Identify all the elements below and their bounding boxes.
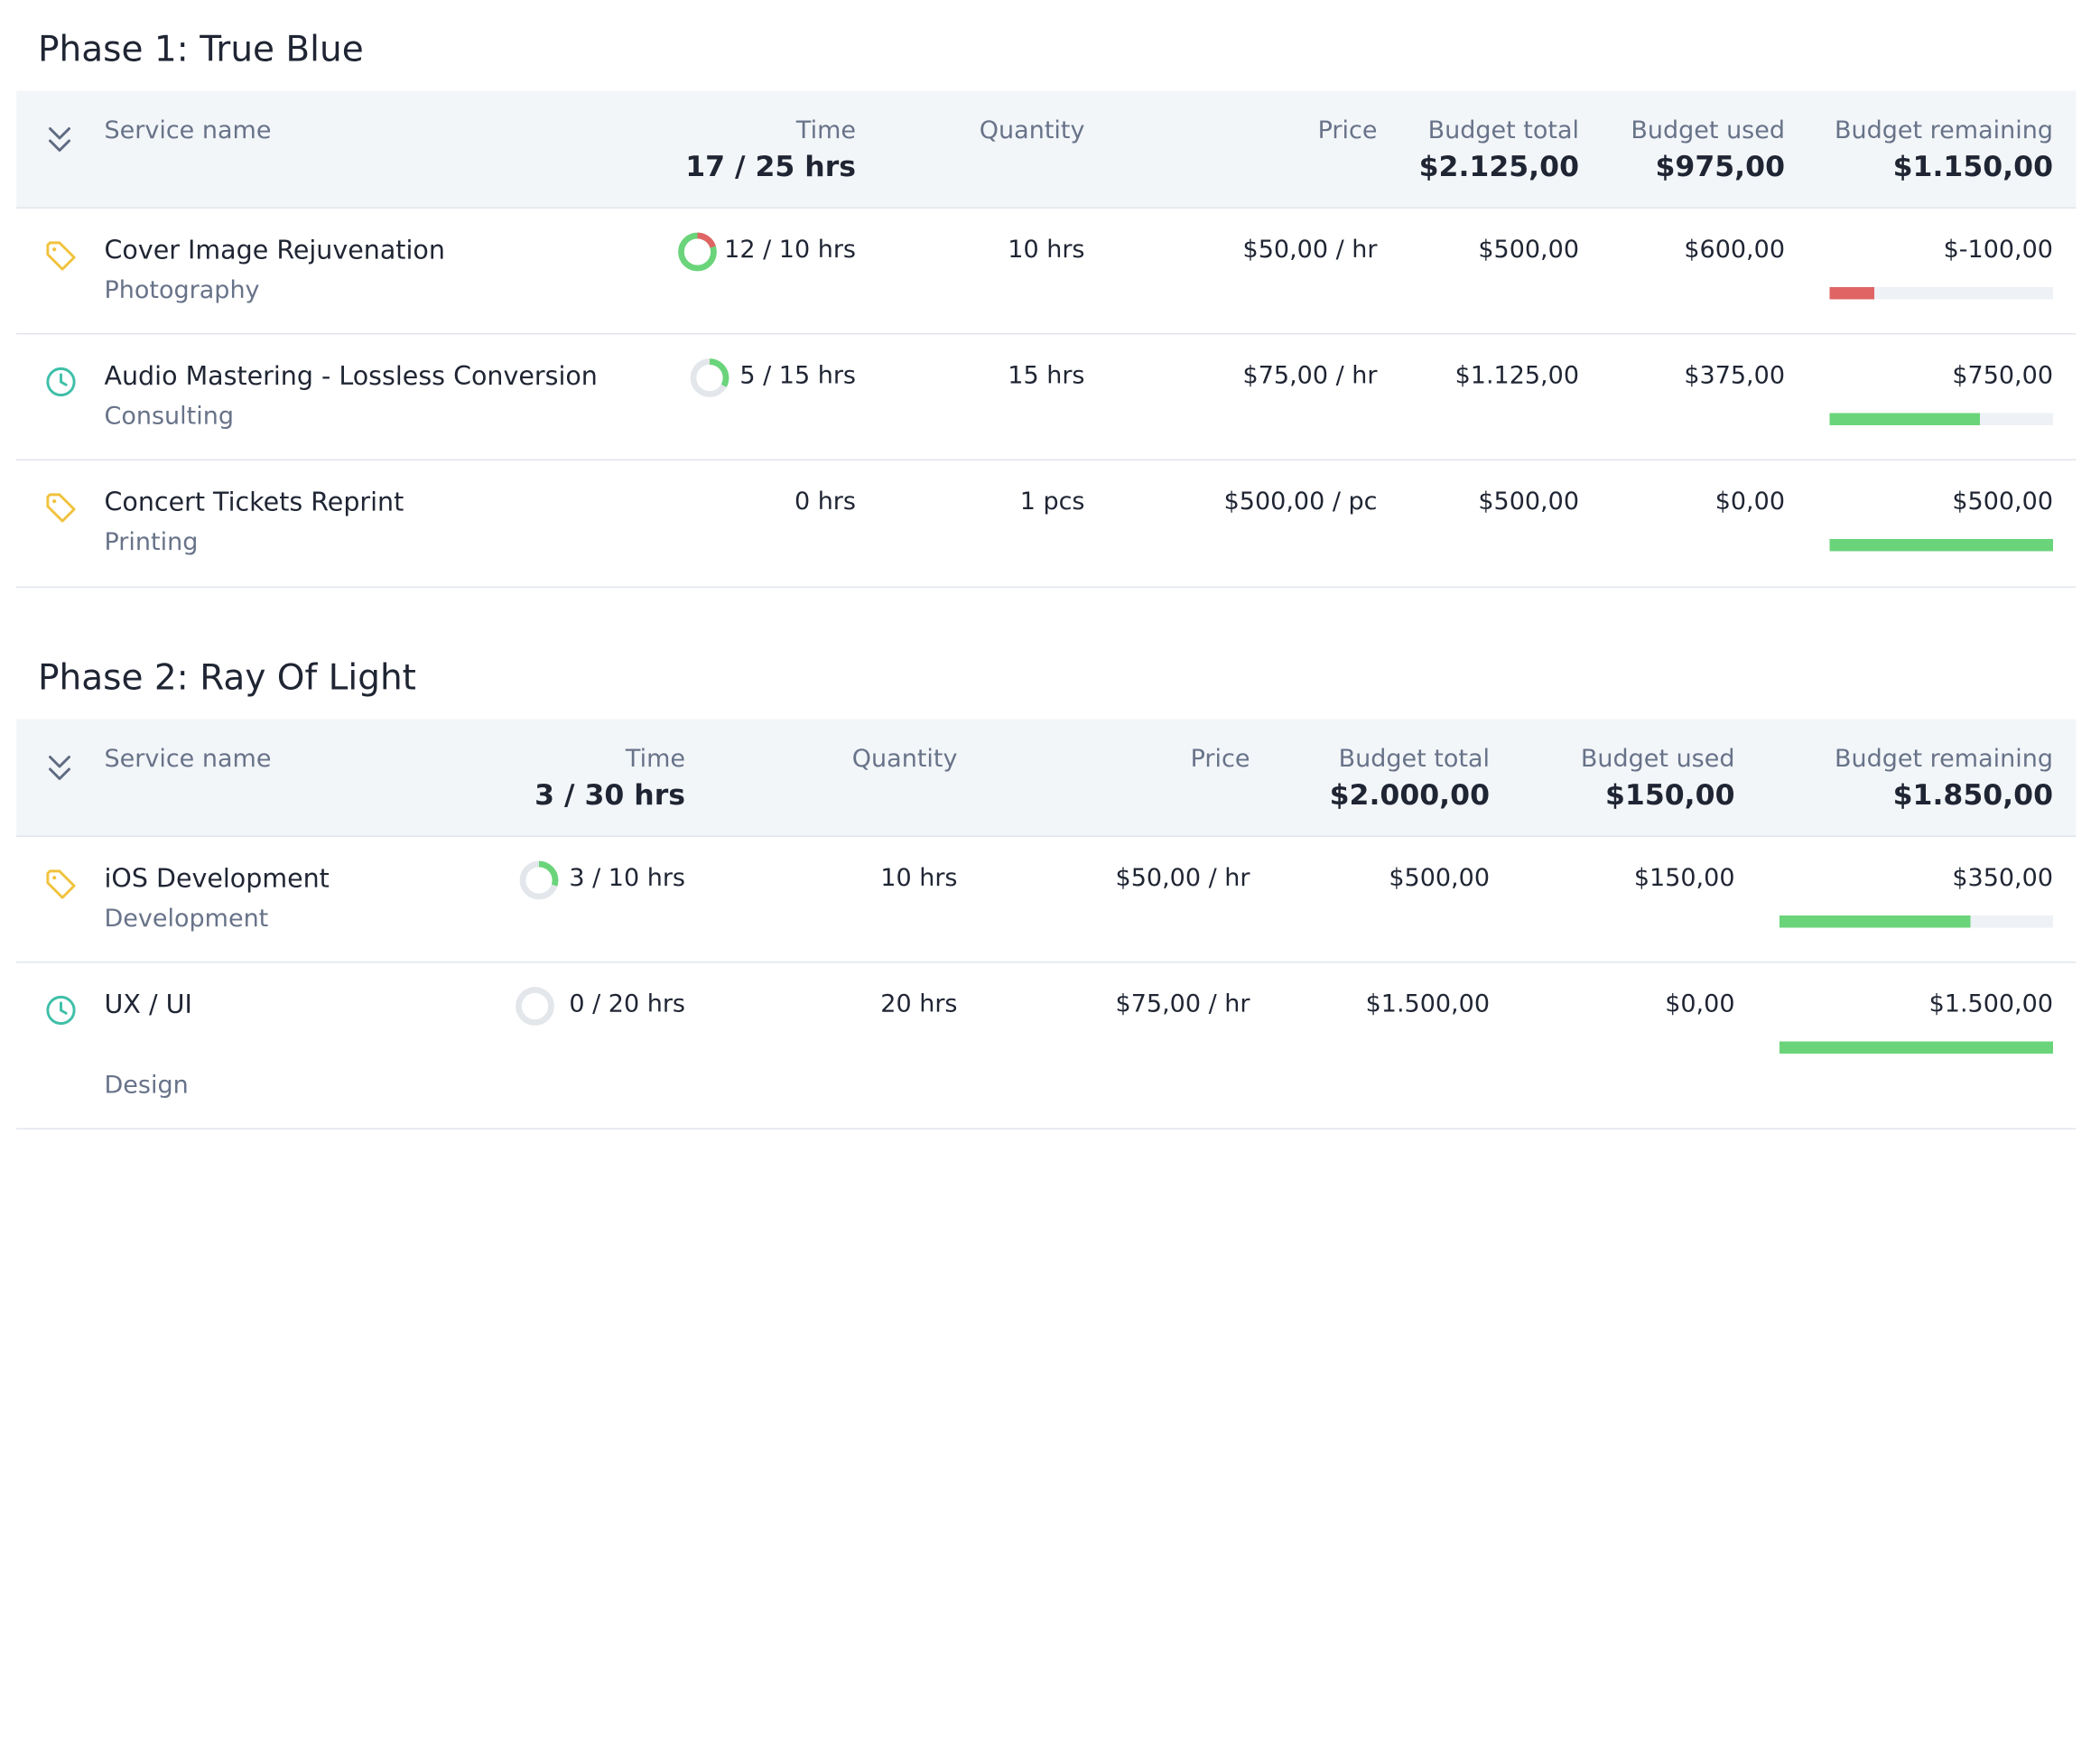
table-row[interactable]: Concert Tickets Reprint Printing 0 hrs 1… (16, 460, 2077, 588)
time-value: 5 / 15 hrs (739, 361, 856, 391)
service-category: Consulting (104, 402, 235, 432)
budget-remaining-value: $1.500,00 (1928, 990, 2053, 1019)
time-value: 3 / 10 hrs (569, 864, 685, 893)
budget-remaining-bar-fill (1829, 413, 1980, 425)
time-value: 0 hrs (794, 488, 856, 516)
budget-total-value: $1.125,00 (1454, 361, 1579, 391)
budget-total-sum: $2.000,00 (1329, 778, 1490, 812)
quantity-value: 15 hrs (1008, 361, 1085, 391)
price-value: $50,00 / hr (1242, 236, 1378, 265)
price-value: $75,00 / hr (1115, 990, 1250, 1019)
budget-used-sum: $150,00 (1605, 778, 1735, 812)
service-category: Development (104, 905, 269, 934)
budget-remaining-bar-fill (1779, 915, 1972, 928)
budget-total-value: $500,00 (1389, 864, 1490, 893)
budget-total-header[interactable]: Budget total (1338, 745, 1490, 774)
time-progress-ring (519, 860, 559, 900)
time-total: 3 / 30 hrs (534, 778, 685, 812)
tag-icon (46, 241, 76, 271)
budget-used-header[interactable]: Budget used (1631, 116, 1785, 145)
quantity-value: 10 hrs (880, 864, 958, 893)
tag-icon (46, 493, 76, 523)
service-name[interactable]: UX / UI (104, 990, 192, 1020)
service-category: Photography (104, 276, 260, 305)
budget-total-value: $500,00 (1478, 236, 1579, 265)
budget-used-value: $0,00 (1714, 488, 1785, 516)
price-value: $50,00 / hr (1115, 864, 1250, 893)
phase-title: Phase 2: Ray Of Light (38, 658, 416, 699)
phase-title: Phase 1: True Blue (38, 30, 364, 70)
budget-remaining-header[interactable]: Budget remaining (1834, 116, 2053, 145)
tag-icon (46, 869, 76, 899)
quantity-value: 10 hrs (1008, 236, 1085, 265)
service-category: Printing (104, 528, 199, 557)
budget-remaining-value: $-100,00 (1943, 236, 2053, 265)
ring-progress-arc (519, 860, 559, 900)
quantity-header[interactable]: Quantity (979, 116, 1085, 145)
budget-remaining-bar-fill (1829, 539, 2053, 552)
budget-remaining-value: $750,00 (1952, 361, 2053, 391)
budget-remaining-bar (1829, 539, 2053, 552)
budget-remaining-value: $350,00 (1952, 864, 2053, 893)
budget-used-value: $0,00 (1665, 990, 1735, 1019)
budget-remaining-bar (1829, 287, 2053, 300)
quantity-header[interactable]: Quantity (851, 745, 958, 774)
budget-used-value: $150,00 (1633, 864, 1735, 893)
budget-remaining-bar (1779, 915, 2053, 928)
budget-total-value: $500,00 (1478, 488, 1579, 516)
table-row[interactable]: Audio Mastering - Lossless Conversion Co… (16, 335, 2077, 460)
ring-track (516, 987, 554, 1026)
service-name-header[interactable]: Service name (104, 745, 272, 774)
budget-used-header[interactable]: Budget used (1580, 745, 1735, 774)
table-row[interactable]: UX / UI Design 0 / 20 hrs 20 hrs $75,00 … (16, 963, 2077, 1129)
table-header: Service name Time 17 / 25 hrs Quantity P… (16, 90, 2077, 209)
budget-used-value: $375,00 (1684, 361, 1785, 391)
price-value: $500,00 / pc (1223, 488, 1378, 516)
budget-remaining-bar-fill (1779, 1041, 2053, 1054)
budget-used-sum: $975,00 (1655, 150, 1785, 183)
clock-icon (46, 995, 76, 1026)
time-header[interactable]: Time (795, 116, 856, 145)
time-progress-ring (690, 358, 729, 397)
price-value: $75,00 / hr (1242, 361, 1378, 391)
ring-overrun-arc (678, 232, 717, 272)
time-header[interactable]: Time (625, 745, 685, 774)
collapse-all-icon[interactable] (43, 121, 76, 159)
service-category: Design (104, 1071, 189, 1101)
time-value: 0 / 20 hrs (569, 990, 685, 1019)
time-progress-ring (516, 987, 554, 1026)
budget-remaining-value: $500,00 (1952, 488, 2053, 516)
budget-remaining-bar (1829, 413, 2053, 425)
quantity-value: 20 hrs (880, 990, 958, 1019)
collapse-all-icon[interactable] (43, 749, 76, 787)
price-header[interactable]: Price (1190, 745, 1250, 774)
table-row[interactable]: Cover Image Rejuvenation Photography 12 … (16, 209, 2077, 335)
service-name[interactable]: Cover Image Rejuvenation (104, 236, 445, 265)
budget-remaining-bar-fill (1829, 287, 1874, 300)
table-header: Service name Time 3 / 30 hrs Quantity Pr… (16, 719, 2077, 837)
quantity-value: 1 pcs (1019, 488, 1085, 516)
budget-remaining-sum: $1.150,00 (1892, 150, 2053, 183)
table-row[interactable]: iOS Development Development 3 / 10 hrs 1… (16, 837, 2077, 963)
budget-remaining-header[interactable]: Budget remaining (1834, 745, 2053, 774)
clock-icon (46, 367, 76, 397)
budget-remaining-sum: $1.850,00 (1892, 778, 2053, 812)
time-progress-ring (678, 232, 717, 272)
service-name[interactable]: Concert Tickets Reprint (104, 488, 404, 517)
budget-used-value: $600,00 (1684, 236, 1785, 265)
budget-total-value: $1.500,00 (1365, 990, 1490, 1019)
service-name-header[interactable]: Service name (104, 116, 272, 145)
budget-total-header[interactable]: Budget total (1427, 116, 1579, 145)
price-header[interactable]: Price (1317, 116, 1378, 145)
time-total: 17 / 25 hrs (685, 150, 856, 183)
service-name[interactable]: iOS Development (104, 864, 330, 894)
budget-remaining-bar (1779, 1041, 2053, 1054)
service-name[interactable]: Audio Mastering - Lossless Conversion (104, 361, 598, 392)
budget-total-sum: $2.125,00 (1418, 150, 1579, 183)
time-value: 12 / 10 hrs (724, 236, 856, 265)
ring-progress-arc (690, 358, 729, 397)
